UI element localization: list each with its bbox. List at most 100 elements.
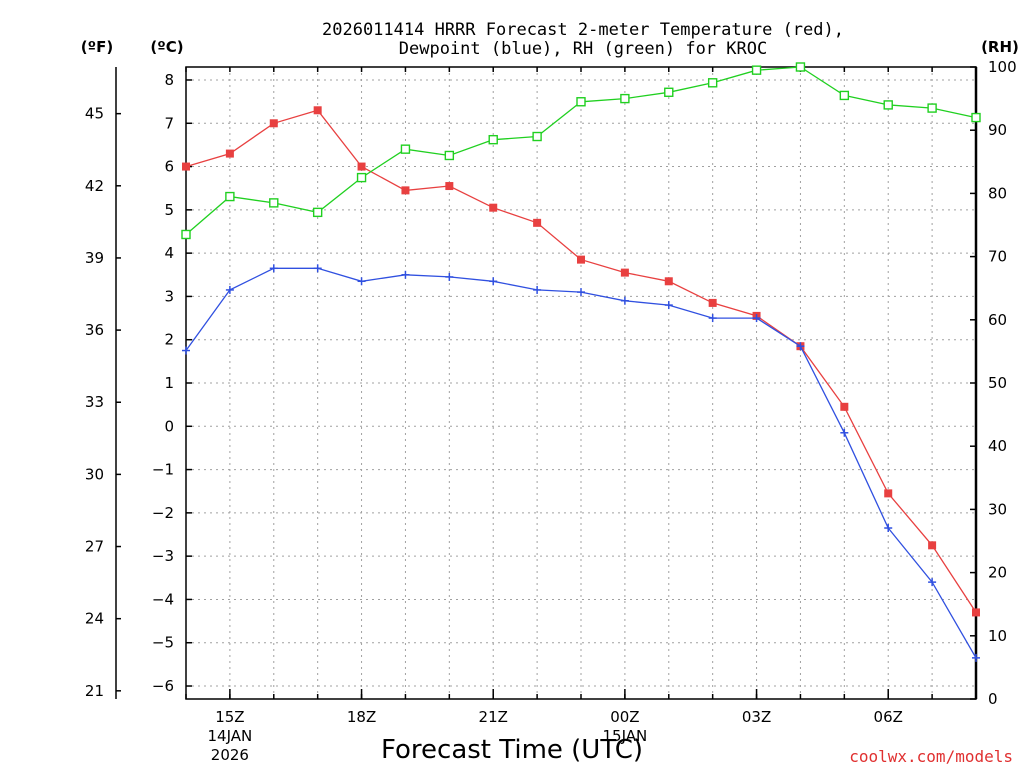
rh-point (620, 93, 630, 104)
rh-tick-label: 50 (988, 374, 1007, 392)
celsius-tick-label: 6 (164, 158, 174, 176)
fahrenheit-tick-label: 36 (85, 321, 104, 339)
dewpoint-point (577, 288, 585, 297)
x-tick-label: 18Z (347, 708, 376, 726)
dewpoint-point (269, 264, 278, 273)
celsius-tick-label: −3 (152, 547, 174, 565)
rh-tick-label: 60 (988, 311, 1007, 329)
dewpoint-point (664, 301, 673, 310)
rh-tick-label: 80 (988, 184, 1007, 202)
fahrenheit-tick-label: 45 (85, 105, 104, 123)
rh-tick-label: 10 (988, 627, 1007, 645)
dewpoint-point (620, 296, 629, 305)
rh-point (971, 112, 981, 123)
rh-point (181, 229, 191, 240)
celsius-tick-label: −1 (152, 461, 174, 479)
plot-frame (185, 66, 977, 700)
rh-tick-label: 0 (988, 690, 998, 708)
rh-point (751, 65, 762, 75)
temperature-point (884, 489, 893, 498)
rh-point (356, 172, 367, 183)
dewpoint-point (445, 272, 454, 281)
temperature-point (225, 149, 234, 158)
dewpoint-point (357, 277, 366, 286)
rh-point (883, 100, 893, 110)
x-tick-label: 15Z (215, 708, 244, 726)
rh-point (664, 87, 674, 97)
credit-text: coolwx.com/models (849, 747, 1013, 766)
celsius-tick-label: 1 (164, 374, 174, 392)
rh-point (927, 103, 937, 113)
x-tick-label: 00Z (610, 708, 639, 726)
rh-point (488, 134, 498, 145)
dewpoint-point (752, 314, 761, 323)
rh-point (444, 150, 455, 161)
fahrenheit-tick-label: 21 (85, 682, 104, 700)
celsius-tick-label: −6 (152, 677, 174, 695)
celsius-tick-label: 0 (164, 417, 174, 435)
temperature-point (401, 186, 410, 195)
rh-unit-label: (RH) (981, 38, 1019, 56)
celsius-tick-label: 2 (164, 331, 174, 349)
x-tick-date-label: 15JAN (603, 727, 648, 745)
rh-point (839, 90, 850, 101)
x-tick-label: 03Z (742, 708, 771, 726)
rh-point (269, 198, 279, 208)
dewpoint-point (840, 428, 849, 437)
temperature-point (664, 277, 673, 286)
x-tick-label: 06Z (874, 708, 903, 726)
temperature-point (533, 218, 542, 227)
rh-tick-label: 40 (988, 437, 1007, 455)
fahrenheit-tick-label: 42 (85, 177, 104, 195)
temperature-point (840, 402, 849, 411)
rh-point (707, 78, 718, 88)
rh-tick-label: 20 (988, 564, 1007, 582)
grid-lines (186, 67, 976, 699)
temperature-point (708, 298, 717, 307)
dewpoint-point (796, 342, 805, 351)
temperature-point (269, 119, 278, 128)
dewpoint-point (182, 346, 190, 355)
temperature-point (182, 162, 190, 171)
temperature-point (577, 255, 585, 264)
dewpoint-point (972, 653, 980, 662)
fahrenheit-tick-label: 24 (85, 610, 104, 628)
x-tick-label: 21Z (479, 708, 508, 726)
rh-point (400, 144, 411, 154)
x-tick-date-label: 14JAN (208, 727, 253, 745)
rh-tick-label: 70 (988, 248, 1007, 266)
x-tick-year-label: 2026 (211, 746, 249, 764)
fahrenheit-tick-label: 30 (85, 465, 104, 483)
rh-point (312, 207, 323, 218)
rh-point (795, 62, 806, 72)
dewpoint-point (225, 285, 234, 294)
data-series (181, 62, 981, 662)
celsius-unit-label: (ºC) (150, 38, 183, 56)
celsius-tick-label: 3 (164, 287, 174, 305)
celsius-tick-label: −5 (152, 634, 174, 652)
celsius-tick-label: 4 (164, 244, 174, 262)
chart-title-line1: 2026011414 HRRR Forecast 2-meter Tempera… (322, 20, 844, 40)
temperature-point (928, 541, 937, 550)
dewpoint-point (884, 524, 893, 533)
chart-axes: 454239363330272421876543210−1−2−3−4−5−61… (85, 58, 1017, 764)
fahrenheit-tick-label: 39 (85, 249, 104, 267)
chart-title-line2: Dewpoint (blue), RH (green) for KROC (399, 39, 767, 59)
rh-tick-label: 30 (988, 500, 1007, 518)
temperature-point (972, 608, 980, 617)
dewpoint-point (313, 264, 322, 273)
temperature-point (357, 162, 366, 171)
celsius-tick-label: 7 (164, 114, 174, 132)
temperature-point (489, 203, 498, 212)
dewpoint-point (708, 314, 717, 323)
dewpoint-point (928, 578, 937, 587)
celsius-tick-label: 5 (164, 201, 174, 219)
fahrenheit-tick-label: 27 (85, 538, 104, 556)
rh-point (225, 191, 235, 202)
celsius-tick-label: −2 (152, 504, 174, 522)
x-axis-title: Forecast Time (UTC) (381, 735, 643, 765)
dewpoint-point (401, 270, 410, 279)
fahrenheit-unit-label: (ºF) (81, 38, 113, 56)
rh-point (576, 97, 586, 107)
